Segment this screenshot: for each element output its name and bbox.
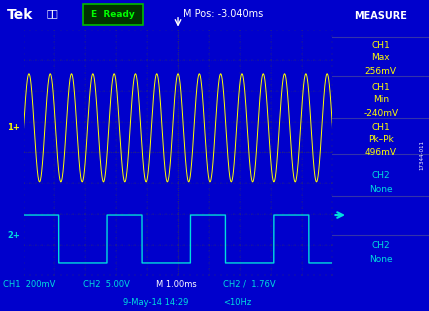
Text: None: None xyxy=(369,255,393,264)
Text: CH2: CH2 xyxy=(372,171,390,180)
Text: Tek: Tek xyxy=(7,8,33,22)
Text: Pk–Pk: Pk–Pk xyxy=(368,136,394,144)
Text: 2+: 2+ xyxy=(7,231,20,240)
Text: 256mV: 256mV xyxy=(365,67,397,76)
Text: Max: Max xyxy=(372,53,390,62)
Text: ⎌⏶: ⎌⏶ xyxy=(47,8,58,18)
Text: 17344-011: 17344-011 xyxy=(420,141,425,170)
Text: CH1: CH1 xyxy=(372,41,390,49)
Text: CH1: CH1 xyxy=(372,123,390,132)
Text: Min: Min xyxy=(373,95,389,104)
Text: CH1  200mV: CH1 200mV xyxy=(3,280,56,289)
Text: CH2 /  1.76V: CH2 / 1.76V xyxy=(223,280,275,289)
Text: 9-May-14 14:29: 9-May-14 14:29 xyxy=(123,298,188,307)
Text: MEASURE: MEASURE xyxy=(354,11,407,21)
FancyBboxPatch shape xyxy=(83,4,143,26)
Text: 1+: 1+ xyxy=(7,123,20,132)
Text: M Pos: -3.040ms: M Pos: -3.040ms xyxy=(183,9,263,19)
Text: CH2: CH2 xyxy=(372,241,390,250)
Text: CH1: CH1 xyxy=(372,83,390,91)
Text: None: None xyxy=(369,185,393,194)
Text: M 1.00ms: M 1.00ms xyxy=(156,280,197,289)
Text: -240mV: -240mV xyxy=(363,109,398,118)
Text: CH2  5.00V: CH2 5.00V xyxy=(83,280,130,289)
Text: 496mV: 496mV xyxy=(365,148,397,157)
Text: E  Ready: E Ready xyxy=(91,10,135,19)
Text: <10Hz: <10Hz xyxy=(223,298,251,307)
